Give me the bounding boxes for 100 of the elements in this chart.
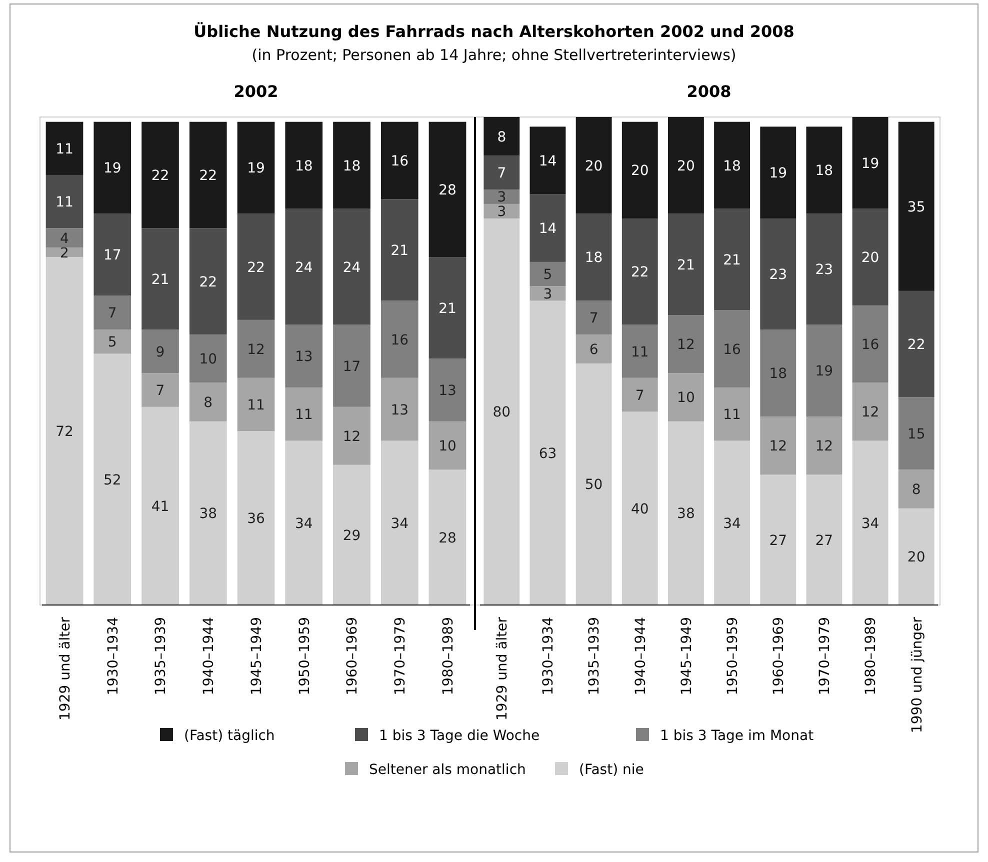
data-label: 22 — [630, 264, 649, 281]
data-label: 7 — [108, 306, 117, 322]
bar — [333, 406, 370, 465]
bar — [484, 204, 520, 218]
bar — [714, 208, 750, 310]
data-label: 80 — [492, 404, 511, 421]
bar — [852, 117, 888, 209]
data-label: 5 — [108, 334, 117, 351]
bar — [428, 122, 466, 258]
data-label: 34 — [294, 516, 313, 532]
bar — [94, 296, 132, 330]
bar — [428, 257, 466, 359]
data-label: 20 — [907, 550, 926, 566]
bar — [142, 406, 179, 605]
bar — [46, 122, 84, 175]
data-label: 21 — [723, 252, 741, 269]
data-label: 40 — [630, 501, 649, 518]
data-label: 34 — [723, 516, 742, 532]
bar — [189, 382, 227, 422]
chart-title: 2002 — [234, 82, 278, 101]
data-label: 4 — [60, 230, 70, 247]
bar — [237, 431, 275, 605]
x-tick-label: 1960–1969 — [771, 617, 788, 696]
data-label: 6 — [589, 342, 598, 358]
bar — [576, 300, 612, 334]
data-label: 18 — [294, 158, 313, 174]
bar — [46, 228, 84, 248]
data-label: 19 — [861, 156, 880, 172]
bar — [622, 218, 658, 325]
data-label: 10 — [438, 438, 456, 455]
bar — [852, 440, 888, 605]
bar — [898, 397, 934, 470]
data-label: 2 — [60, 245, 69, 262]
data-label: 11 — [56, 194, 74, 211]
bar — [714, 310, 750, 388]
data-label: 7 — [589, 310, 598, 327]
bar — [760, 218, 796, 330]
data-label: 14 — [538, 153, 557, 170]
data-label: 16 — [723, 342, 742, 358]
bar — [622, 378, 658, 412]
data-label: 27 — [815, 532, 834, 549]
bar — [530, 300, 566, 605]
data-label: 18 — [769, 366, 788, 382]
bar — [237, 378, 275, 432]
data-label: 3 — [543, 286, 552, 302]
bar — [714, 122, 750, 209]
data-label: 13 — [390, 402, 409, 418]
bar — [622, 122, 658, 218]
bar — [380, 300, 418, 378]
data-label: 10 — [199, 352, 218, 368]
data-label: 12 — [769, 438, 788, 455]
data-label: 19 — [769, 166, 788, 182]
bar — [285, 440, 323, 605]
text: Übliche Nutzung des Fahrrads nach Alterskohorten 2002 und 2008 — [194, 22, 794, 41]
data-label: 22 — [199, 168, 218, 184]
bar — [333, 464, 370, 605]
bar — [852, 208, 888, 306]
data-label: 11 — [247, 397, 265, 414]
data-label: 27 — [769, 532, 788, 549]
data-label: 17 — [342, 358, 361, 375]
data-label: 19 — [103, 160, 122, 177]
bar — [380, 199, 418, 301]
bar — [484, 218, 520, 605]
bar — [285, 208, 323, 325]
data-label: 11 — [630, 344, 649, 360]
legend-label: (Fast) nie — [579, 762, 644, 778]
data-label: 24 — [294, 260, 313, 276]
data-label: 17 — [103, 248, 122, 264]
text: (in Prozent; Personen ab 14 Jahre; ohne Stellvertreterinterviews) — [252, 46, 736, 64]
bar — [668, 117, 704, 214]
data-label: 34 — [390, 516, 409, 532]
data-label: 11 — [723, 407, 741, 424]
chart-title: 2008 — [686, 82, 732, 101]
legend-label: Seltener als monatlich — [369, 762, 526, 778]
bar — [142, 122, 179, 228]
bar — [760, 416, 796, 475]
data-label: 50 — [584, 477, 603, 494]
data-label: 13 — [294, 349, 313, 366]
bar — [622, 324, 658, 378]
data-label: 20 — [861, 250, 880, 266]
data-label: 22 — [199, 274, 218, 290]
bar — [428, 421, 466, 470]
data-label: 28 — [438, 530, 456, 546]
bar — [94, 330, 132, 354]
data-label: 22 — [907, 337, 926, 354]
bar — [189, 334, 227, 383]
bar — [668, 421, 704, 605]
bar — [142, 373, 179, 407]
data-label: 10 — [677, 390, 695, 406]
data-label: 38 — [199, 506, 218, 522]
data-label: 21 — [390, 242, 409, 259]
bar — [530, 194, 566, 262]
data-label: 20 — [630, 163, 649, 180]
data-label: 63 — [538, 446, 557, 462]
data-label: 38 — [677, 506, 695, 522]
data-label: 12 — [677, 337, 695, 354]
bar — [622, 412, 658, 605]
bar — [484, 156, 520, 190]
data-label: 72 — [56, 424, 74, 440]
data-label: 22 — [151, 168, 170, 184]
